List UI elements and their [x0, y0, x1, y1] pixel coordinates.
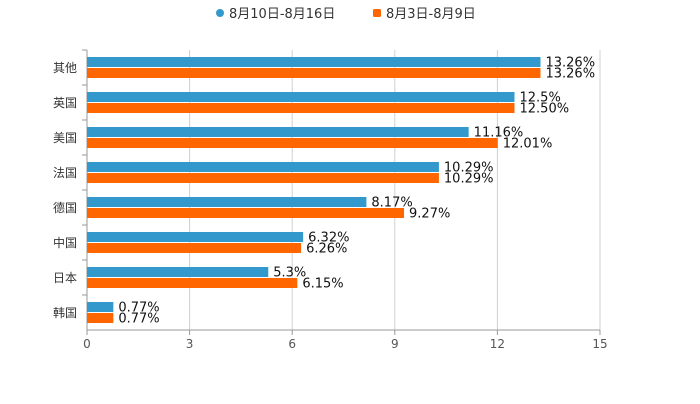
data-label-0-4: 8.17%	[371, 196, 412, 211]
bar-0-6[interactable]	[87, 267, 269, 277]
bar-0-1[interactable]	[87, 92, 515, 102]
bar-0-2[interactable]	[87, 127, 469, 137]
bar-1-0[interactable]	[87, 68, 541, 78]
data-label-0-6: 5.3%	[273, 266, 306, 281]
legend-item-1[interactable]: 8月3日-8月9日	[373, 7, 476, 22]
bar-0-5[interactable]	[87, 232, 304, 242]
category-label-7: 韩国	[53, 305, 77, 320]
category-label-4: 德国	[53, 200, 77, 215]
data-label-1-7: 0.77%	[118, 312, 159, 327]
legend-label-1: 8月3日-8月9日	[386, 7, 476, 22]
data-label-1-2: 12.01%	[503, 137, 553, 152]
legend-marker-1	[373, 9, 381, 17]
category-label-3: 法国	[53, 166, 77, 180]
x-tick-label-2: 6	[288, 337, 296, 351]
category-label-1: 英国	[53, 96, 77, 110]
legend-marker-0	[216, 9, 224, 17]
x-tick-label-1: 3	[186, 337, 194, 351]
bar-0-3[interactable]	[87, 162, 439, 172]
data-label-1-0: 13.26%	[545, 67, 595, 82]
x-tick-label-4: 12	[490, 337, 505, 351]
bar-1-1[interactable]	[87, 103, 515, 113]
bar-0-7[interactable]	[87, 302, 114, 312]
legend-item-0[interactable]: 8月10日-8月16日	[216, 7, 335, 22]
data-label-0-0: 13.26%	[545, 56, 595, 71]
x-tick-label-5: 15	[592, 337, 607, 351]
bar-1-7[interactable]	[87, 313, 114, 323]
x-tick-label-3: 9	[391, 337, 399, 351]
data-label-1-4: 9.27%	[409, 207, 450, 222]
data-label-1-1: 12.50%	[520, 102, 570, 117]
bar-1-3[interactable]	[87, 173, 439, 183]
data-label-0-1: 12.5%	[520, 91, 561, 106]
category-label-5: 中国	[53, 235, 77, 250]
legend[interactable]: 8月10日-8月16日 8月3日-8月9日	[216, 7, 476, 22]
category-label-2: 美国	[53, 131, 77, 145]
data-label-0-3: 10.29%	[444, 161, 494, 176]
data-label-0-7: 0.77%	[118, 301, 159, 316]
legend-label-0: 8月10日-8月16日	[229, 7, 335, 22]
bars	[87, 57, 541, 323]
bar-0-4[interactable]	[87, 197, 367, 207]
category-label-0: 其他	[53, 61, 77, 75]
bar-1-2[interactable]	[87, 138, 498, 148]
bar-0-0[interactable]	[87, 57, 541, 67]
data-label-0-5: 6.32%	[308, 231, 349, 246]
data-label-1-5: 6.26%	[306, 242, 347, 257]
data-label-0-2: 11.16%	[474, 126, 524, 141]
category-label-6: 日本	[53, 271, 77, 285]
labels: 0 3 6 9 12 15 其他 13.26%13.26% 英国 12.5%12.50% 美国 11.…	[53, 56, 608, 352]
bar-1-5[interactable]	[87, 243, 302, 253]
x-tick-label-0: 0	[83, 337, 91, 351]
data-label-1-6: 6.15%	[302, 277, 343, 292]
data-label-1-3: 10.29%	[444, 172, 494, 187]
bar-1-6[interactable]	[87, 278, 298, 288]
bar-1-4[interactable]	[87, 208, 405, 218]
